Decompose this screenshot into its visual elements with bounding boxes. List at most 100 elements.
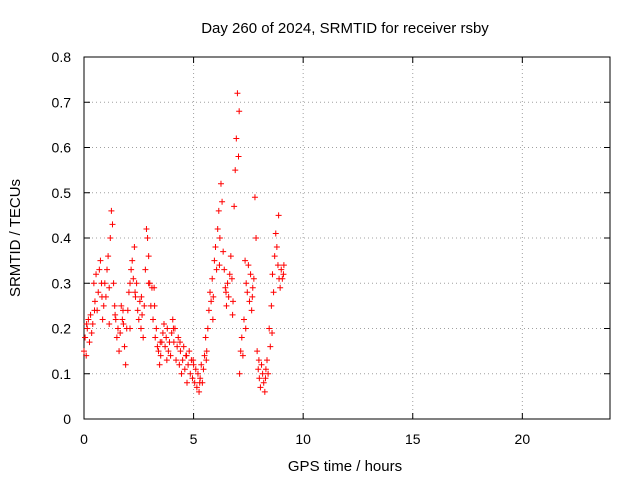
data-point — [191, 379, 198, 386]
data-point — [119, 316, 126, 323]
y-tick-label: 0 — [63, 411, 71, 427]
data-point — [216, 262, 223, 269]
data-point — [169, 316, 176, 323]
data-point — [215, 207, 222, 214]
data-point — [262, 375, 269, 382]
data-point — [90, 280, 97, 287]
data-point — [255, 357, 262, 364]
data-point — [89, 320, 96, 327]
data-point — [84, 325, 91, 332]
data-point — [100, 302, 107, 309]
data-point — [198, 361, 205, 368]
data-point — [176, 361, 183, 368]
data-point — [143, 225, 150, 232]
data-point — [127, 280, 134, 287]
data-point — [91, 307, 98, 314]
data-point — [157, 352, 164, 359]
data-point — [270, 289, 277, 296]
data-point — [153, 325, 160, 332]
data-point — [133, 280, 140, 287]
data-point — [113, 334, 120, 341]
data-point — [207, 289, 214, 296]
data-point — [248, 307, 255, 314]
data-point — [257, 384, 264, 391]
data-point — [120, 320, 127, 327]
data-point — [160, 320, 167, 327]
data-point — [167, 352, 174, 359]
data-point — [208, 298, 215, 305]
data-point — [101, 280, 108, 287]
data-point — [275, 212, 282, 219]
data-point — [259, 370, 266, 377]
data-point — [237, 348, 244, 355]
data-point — [202, 334, 209, 341]
data-point — [156, 361, 163, 368]
data-point — [139, 311, 146, 318]
data-point — [170, 339, 177, 346]
data-point — [183, 352, 190, 359]
data-point — [242, 325, 249, 332]
data-point — [189, 375, 196, 382]
data-point — [141, 302, 148, 309]
data-point — [234, 90, 241, 97]
data-point — [211, 257, 218, 264]
data-point — [164, 325, 171, 332]
data-point — [131, 244, 138, 251]
data-point — [152, 334, 159, 341]
data-point — [279, 275, 286, 282]
data-point — [203, 348, 210, 355]
y-tick-label: 0.3 — [52, 275, 72, 291]
y-tick-label: 0.6 — [52, 140, 72, 156]
data-point — [219, 198, 226, 205]
data-point — [163, 357, 170, 364]
data-point — [233, 135, 240, 142]
data-point — [93, 271, 100, 278]
y-axis-label: SRMTID / TECUs — [7, 179, 24, 297]
data-point — [249, 293, 256, 300]
data-point — [216, 235, 223, 241]
data-point — [179, 357, 186, 364]
axis-ticks: 0 0.1 0.2 0.3 0.4 0.5 0.6 0.7 0.8 0 5 10 15 20 — [52, 49, 610, 447]
data-point — [261, 388, 268, 395]
data-point — [250, 275, 257, 282]
data-point — [82, 334, 89, 341]
data-point — [137, 325, 144, 332]
data-point — [269, 330, 276, 337]
data-point — [174, 343, 181, 350]
data-point — [120, 307, 127, 314]
data-point — [254, 348, 261, 355]
y-tick-label: 0.7 — [52, 94, 72, 110]
data-point — [226, 271, 233, 278]
data-point — [223, 289, 230, 296]
y-tick-label: 0.5 — [52, 185, 72, 201]
data-point — [159, 330, 166, 337]
x-tick-label: 10 — [295, 431, 311, 447]
data-point — [273, 244, 280, 251]
data-point — [231, 203, 238, 210]
data-point — [205, 307, 212, 314]
data-point — [220, 248, 227, 255]
data-point — [96, 266, 103, 273]
data-point — [269, 271, 276, 278]
data-point — [83, 352, 90, 359]
data-point — [190, 357, 197, 364]
data-point — [181, 366, 188, 373]
data-point — [112, 316, 119, 323]
data-point — [138, 293, 145, 300]
data-point — [151, 302, 158, 309]
data-point — [210, 293, 217, 300]
data-point — [180, 343, 187, 350]
data-point — [200, 366, 207, 373]
data-point — [173, 357, 180, 364]
data-point — [127, 325, 134, 332]
data-point — [229, 311, 236, 318]
data-point — [132, 289, 139, 296]
data-point — [142, 266, 149, 273]
data-point — [251, 194, 258, 201]
data-point — [106, 284, 113, 291]
data-point — [266, 325, 273, 332]
data-point — [118, 302, 125, 309]
data-point — [87, 311, 94, 318]
grid — [84, 57, 610, 419]
data-point — [256, 375, 263, 382]
